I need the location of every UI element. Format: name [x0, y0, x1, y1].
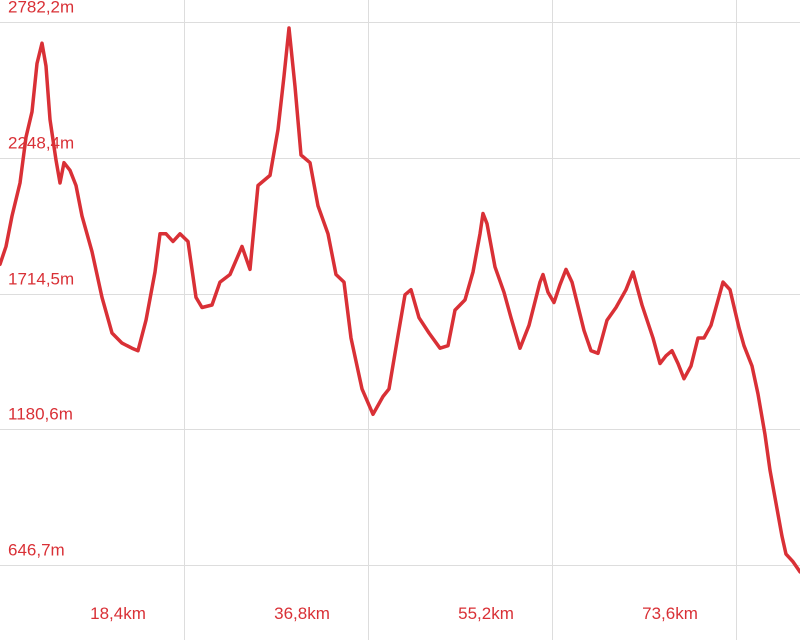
y-tick-label: 646,7m [8, 541, 65, 560]
x-tick-label: 36,8km [274, 604, 330, 623]
y-tick-label: 2782,2m [8, 0, 74, 17]
y-tick-label: 1714,5m [8, 270, 74, 289]
tick-labels: 2782,2m 2248,4m 1714,5m 1180,6m 646,7m 18,4km… [8, 0, 698, 623]
y-tick-label: 2248,4m [8, 134, 74, 153]
x-tick-label: 55,2km [458, 604, 514, 623]
x-tick-label: 18,4km [90, 604, 146, 623]
x-tick-label: 73,6km [642, 604, 698, 623]
series-layer [0, 26, 800, 574]
y-tick-label: 1180,6m [8, 405, 73, 424]
elevation-line-0 [0, 26, 800, 574]
